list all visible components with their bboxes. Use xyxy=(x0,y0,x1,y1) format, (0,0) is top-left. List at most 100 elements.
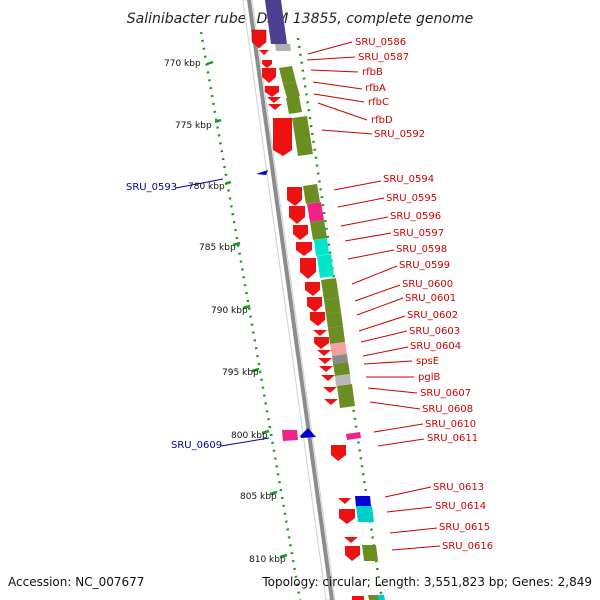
block-0616[interactable] xyxy=(362,545,378,561)
block-0599[interactable] xyxy=(321,278,339,300)
gene-arrow-0601[interactable] xyxy=(310,312,325,326)
block-0611[interactable] xyxy=(346,432,361,440)
block-0603[interactable] xyxy=(330,342,347,356)
gene-arrow-0603[interactable] xyxy=(314,337,329,349)
map-title: Salinibacter ruber DSM 13855, complete g… xyxy=(127,11,473,27)
label-SRU_0599[interactable]: SRU_0599 xyxy=(399,260,450,271)
gene-arrow-0608b[interactable] xyxy=(324,399,338,405)
gene-arrow-0599[interactable] xyxy=(305,282,320,296)
block-0597[interactable] xyxy=(314,238,329,256)
label-SRU_0600[interactable]: SRU_0600 xyxy=(402,279,453,290)
block-0596[interactable] xyxy=(310,220,327,240)
label-SRU_0592[interactable]: SRU_0592 xyxy=(374,129,425,140)
block-0609b[interactable] xyxy=(300,428,316,438)
label-SRU_0593[interactable]: SRU_0593 xyxy=(126,182,177,193)
label-rfbA[interactable]: rfbA xyxy=(365,83,386,94)
label-SRU_0594[interactable]: SRU_0594 xyxy=(383,174,434,185)
block-0598[interactable] xyxy=(317,254,334,278)
block-0601[interactable] xyxy=(326,312,343,328)
label-SRU_0598[interactable]: SRU_0598 xyxy=(396,244,447,255)
block-0602[interactable] xyxy=(328,326,345,344)
block-0613[interactable] xyxy=(355,496,371,506)
label-SRU_0608[interactable]: SRU_0608 xyxy=(422,404,473,415)
tick-795: 795 kbp xyxy=(222,368,259,378)
gene-arrow-0614[interactable] xyxy=(339,509,355,524)
label-SRU_0604[interactable]: SRU_0604 xyxy=(410,341,461,352)
gene-arrow-0600[interactable] xyxy=(307,297,322,312)
block-0593[interactable] xyxy=(256,170,268,175)
gene-arrow-0598[interactable] xyxy=(300,258,316,279)
block-0607[interactable] xyxy=(337,384,355,408)
gene-arrow-0594[interactable] xyxy=(287,187,302,206)
tick-785: 785 kbp xyxy=(199,243,236,253)
gene-arrow-0613[interactable] xyxy=(338,498,351,504)
gene-arrow-0610[interactable] xyxy=(331,445,346,461)
label-SRU_0602[interactable]: SRU_0602 xyxy=(407,310,458,321)
block-spsE[interactable] xyxy=(333,362,350,376)
gene-arrow-0615[interactable] xyxy=(344,537,358,543)
block-0609a[interactable] xyxy=(282,430,298,441)
label-SRU_0603[interactable]: SRU_0603 xyxy=(409,326,460,337)
label-SRU_0587[interactable]: SRU_0587 xyxy=(358,52,409,63)
block-bottom-b[interactable] xyxy=(378,595,385,600)
label-SRU_0609[interactable]: SRU_0609 xyxy=(171,440,222,451)
gene-arrow-rfbD[interactable] xyxy=(268,104,282,110)
label-rfbD[interactable]: rfbD xyxy=(371,115,393,126)
label-SRU_0601[interactable]: SRU_0601 xyxy=(405,293,456,304)
tick-790: 790 kbp xyxy=(211,306,248,316)
block-rfbC[interactable] xyxy=(286,96,302,114)
label-SRU_0610[interactable]: SRU_0610 xyxy=(425,419,476,430)
label-SRU_0595[interactable]: SRU_0595 xyxy=(386,193,437,204)
gene-arrow-0607[interactable] xyxy=(321,375,335,381)
block-pglB[interactable] xyxy=(335,374,351,386)
tick-labels: 770 kbp 775 kbp 780 kbp 785 kbp 790 kbp … xyxy=(164,59,286,565)
outer-gene-blocks[interactable] xyxy=(256,0,385,600)
block-0594[interactable] xyxy=(303,184,320,204)
label-SRU_0596[interactable]: SRU_0596 xyxy=(390,211,441,222)
label-SRU_0586[interactable]: SRU_0586 xyxy=(355,37,406,48)
gene-arrow-0608[interactable] xyxy=(323,387,337,393)
gene-arrow-rfbB[interactable] xyxy=(262,68,276,83)
label-spsE[interactable]: spsE xyxy=(416,356,439,367)
gene-arrow-rfbA[interactable] xyxy=(265,86,279,97)
gene-arrow-0595[interactable] xyxy=(289,206,305,224)
block-bottom-a[interactable] xyxy=(368,595,379,600)
tick-770: 770 kbp xyxy=(164,59,201,69)
inner-gene-arrows[interactable] xyxy=(251,29,364,600)
label-SRU_0597[interactable]: SRU_0597 xyxy=(393,228,444,239)
gene-arrow-0604[interactable] xyxy=(317,350,331,356)
label-SRU_0607[interactable]: SRU_0607 xyxy=(420,388,471,399)
gene-arrow-0616[interactable] xyxy=(345,546,360,561)
gene-arrow-bottom[interactable] xyxy=(352,596,364,600)
gene-arrow-0602[interactable] xyxy=(313,330,327,336)
gene-arrow-0597[interactable] xyxy=(296,242,312,256)
gene-arrow-0586[interactable] xyxy=(251,29,267,49)
label-SRU_0613[interactable]: SRU_0613 xyxy=(433,482,484,493)
label-rfbB[interactable]: rfbB xyxy=(362,67,383,78)
label-rfbC[interactable]: rfbC xyxy=(368,97,389,108)
gene-arrow-rfbB-a[interactable] xyxy=(262,60,272,68)
block-0614[interactable] xyxy=(356,506,374,522)
block-0592[interactable] xyxy=(292,116,313,156)
block-rfbB[interactable] xyxy=(279,66,296,84)
label-pglB[interactable]: pglB xyxy=(418,372,440,383)
block-0600[interactable] xyxy=(324,298,341,314)
gene-arrow-0596[interactable] xyxy=(293,225,308,240)
label-SRU_0615[interactable]: SRU_0615 xyxy=(439,522,490,533)
gene-arrow-0587[interactable] xyxy=(259,50,269,55)
gene-arrow-rfbC[interactable] xyxy=(267,97,281,103)
block-rfbA[interactable] xyxy=(283,82,300,98)
block-0587[interactable] xyxy=(275,44,291,51)
label-SRU_0611[interactable]: SRU_0611 xyxy=(427,433,478,444)
block-0595[interactable] xyxy=(307,202,324,222)
block-0586[interactable] xyxy=(265,0,287,44)
gene-labels: SRU_0586 SRU_0587 rfbB rfbA rfbC rfbD SR… xyxy=(355,37,493,552)
gene-arrow-0592[interactable] xyxy=(273,118,292,156)
label-SRU_0616[interactable]: SRU_0616 xyxy=(442,541,493,552)
block-0604[interactable] xyxy=(332,354,348,364)
gene-arrow-spsE[interactable] xyxy=(318,358,332,364)
label-SRU_0614[interactable]: SRU_0614 xyxy=(435,501,486,512)
tick-805: 805 kbp xyxy=(240,492,277,502)
gene-arrow-pglB[interactable] xyxy=(319,366,333,372)
